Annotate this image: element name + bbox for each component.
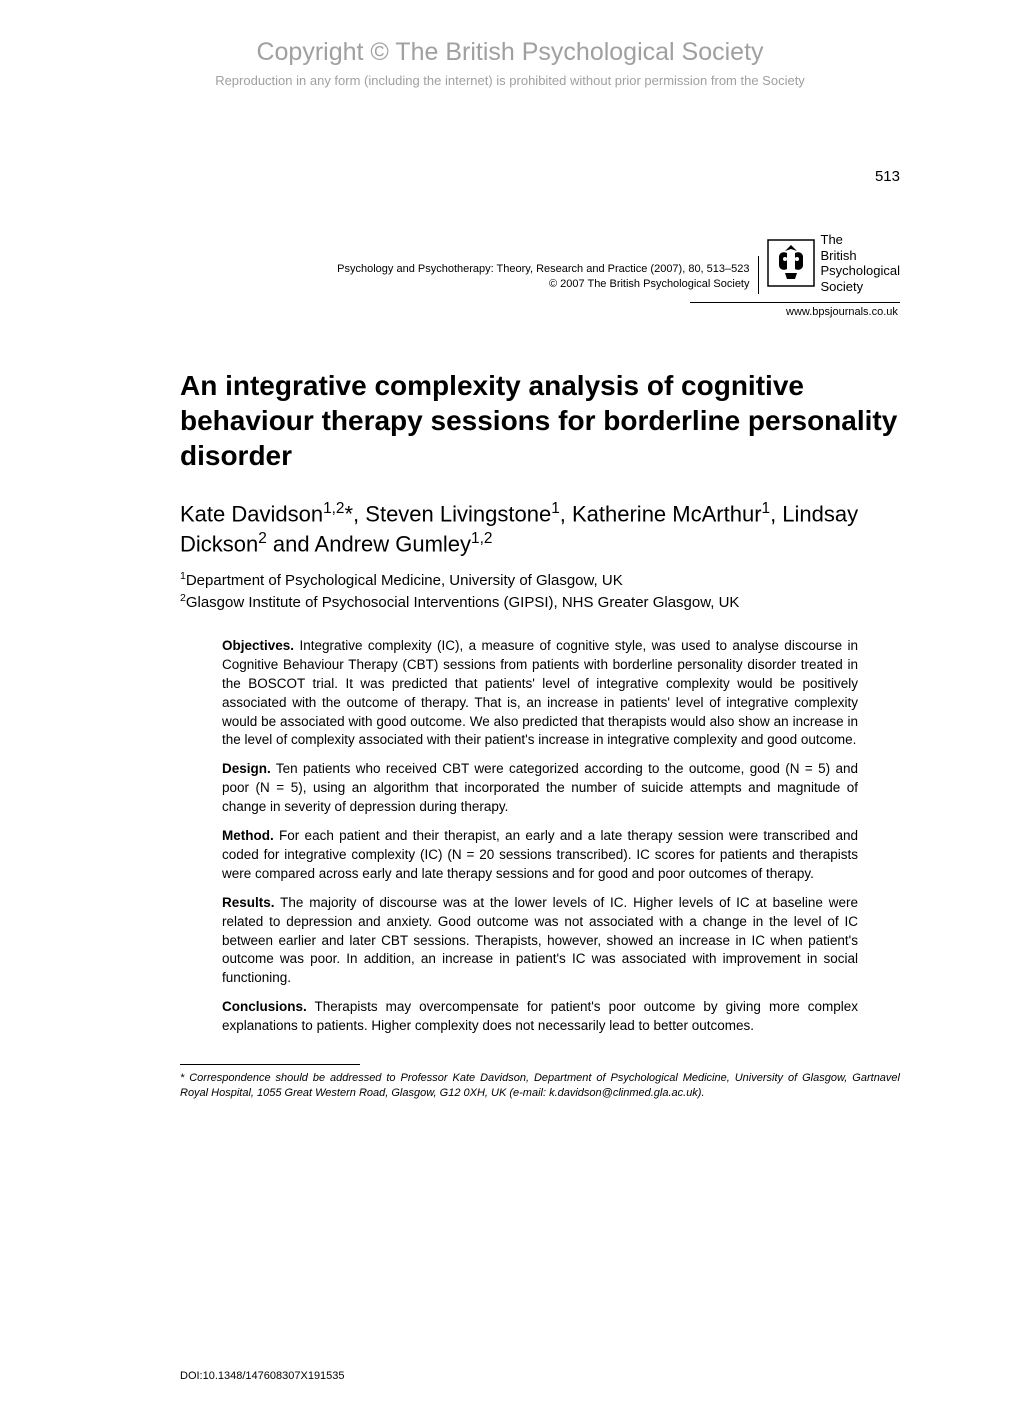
affiliation-1: 1Department of Psychological Medicine, U… [180,569,900,591]
copyright-line-2: Reproduction in any form (including the … [0,73,1020,88]
design-text: Ten patients who received CBT were categ… [222,761,858,814]
article-title: An integrative complexity analysis of co… [180,368,900,473]
affiliations: 1Department of Psychological Medicine, U… [180,569,900,613]
abstract-conclusions: Conclusions. Therapists may overcompensa… [222,998,858,1036]
objectives-label: Objectives. [222,638,294,653]
society-line-2: British [821,248,901,264]
society-logo-block: The British Psychological Society [759,232,901,294]
society-line-3: Psychological [821,263,901,279]
method-label: Method. [222,828,274,843]
abstract: Objectives. Integrative complexity (IC),… [222,637,858,1036]
journal-url: www.bpsjournals.co.uk [690,302,900,318]
method-text: For each patient and their therapist, an… [222,828,858,881]
copyright-banner: Copyright © The British Psychological So… [0,0,1020,88]
conclusions-text: Therapists may overcompensate for patien… [222,999,858,1033]
journal-header: Psychology and Psychotherapy: Theory, Re… [180,232,900,294]
footnote-rule [180,1064,360,1065]
main-content: An integrative complexity analysis of co… [180,368,900,1101]
journal-citation: Psychology and Psychotherapy: Theory, Re… [337,262,749,277]
journal-copyright: © 2007 The British Psychological Society [337,277,749,292]
correspondence-footnote: * Correspondence should be addressed to … [180,1071,900,1101]
society-line-4: Society [821,279,901,295]
society-line-1: The [821,232,901,248]
results-text: The majority of discourse was at the low… [222,895,858,986]
abstract-method: Method. For each patient and their thera… [222,827,858,884]
bps-logo-icon [767,239,815,287]
affiliation-2: 2Glasgow Institute of Psychosocial Inter… [180,591,900,613]
abstract-design: Design. Ten patients who received CBT we… [222,760,858,817]
authors-list: Kate Davidson1,2*, Steven Livingstone1, … [180,499,900,559]
society-name: The British Psychological Society [821,232,901,294]
conclusions-label: Conclusions. [222,999,307,1014]
abstract-results: Results. The majority of discourse was a… [222,894,858,988]
results-label: Results. [222,895,275,910]
copyright-line-1: Copyright © The British Psychological So… [0,38,1020,67]
doi: DOI:10.1348/147608307X191535 [180,1370,345,1382]
page-number: 513 [875,168,900,185]
journal-info: Psychology and Psychotherapy: Theory, Re… [337,256,758,295]
objectives-text: Integrative complexity (IC), a measure o… [222,638,858,747]
abstract-objectives: Objectives. Integrative complexity (IC),… [222,637,858,750]
design-label: Design. [222,761,271,776]
